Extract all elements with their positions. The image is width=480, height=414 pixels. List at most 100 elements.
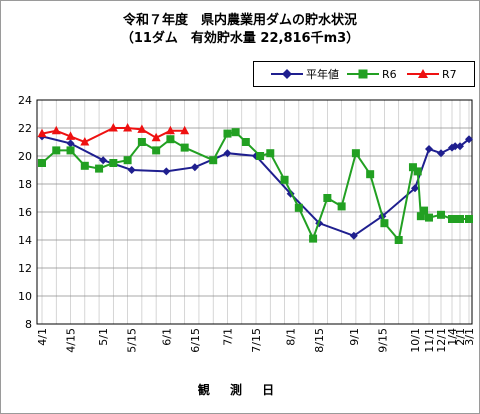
data-point: [425, 145, 433, 153]
data-point: [408, 163, 417, 172]
x-tick-label: 6/15: [189, 328, 202, 353]
data-point: [51, 125, 61, 135]
x-tick-label: 6/1: [160, 328, 173, 346]
data-point: [241, 138, 250, 146]
chart-subtitle: （11ダム 有効貯水量 22,816千m3）: [120, 31, 360, 46]
data-point: [309, 234, 318, 243]
x-tick-label: 5/15: [126, 328, 139, 353]
data-point: [66, 131, 76, 140]
legend-item-heinen: 平年値: [270, 62, 339, 86]
legend-item-r7: R7: [406, 62, 457, 86]
data-point: [266, 149, 275, 158]
data-point: [137, 124, 147, 133]
data-point: [151, 132, 161, 142]
data-point: [420, 206, 429, 215]
legend-marker-heinen: [271, 69, 303, 79]
data-point: [123, 156, 132, 165]
y-tick-label: 20: [18, 150, 32, 163]
x-tick-label: 9/15: [376, 328, 389, 353]
data-point: [456, 215, 464, 223]
y-tick-label: 24: [18, 94, 32, 107]
y-tick-label: 14: [18, 234, 32, 247]
data-point: [456, 142, 464, 151]
legend-marker-r7: [407, 69, 439, 78]
data-point: [411, 184, 419, 193]
data-point: [351, 149, 360, 158]
data-point: [165, 125, 175, 135]
y-tick-label: 18: [18, 178, 32, 191]
data-point: [127, 166, 136, 174]
x-tick-label: 8/15: [313, 328, 326, 353]
data-point: [180, 125, 190, 135]
x-tick-label: 10/1: [409, 328, 422, 353]
data-point: [95, 164, 104, 173]
legend-item-r6: R6: [346, 62, 397, 86]
y-tick-label: 16: [18, 206, 32, 219]
data-point: [231, 128, 240, 137]
series-line: [41, 127, 185, 144]
data-point: [349, 231, 358, 240]
legend-marker-r6: [347, 69, 379, 79]
data-point: [294, 203, 303, 212]
x-axis-title: 観 測 日: [197, 383, 283, 397]
data-point: [223, 129, 232, 138]
x-tick-label: 9/1: [348, 328, 361, 346]
x-tick-label: 7/15: [250, 328, 263, 353]
data-point: [280, 175, 289, 184]
legend-label-r6: R6: [382, 67, 397, 81]
data-point: [99, 156, 108, 165]
data-point: [465, 215, 473, 223]
data-point: [80, 137, 90, 146]
data-point: [209, 156, 218, 165]
data-point: [137, 138, 146, 146]
data-point: [380, 219, 389, 228]
chart-title: 令和７年度 県内農業用ダムの貯水状況: [122, 13, 357, 28]
data-point: [108, 123, 118, 132]
y-tick-label: 22: [18, 122, 32, 135]
data-point: [256, 152, 265, 160]
data-point: [413, 167, 422, 176]
data-point: [323, 194, 332, 202]
data-point: [190, 163, 199, 172]
data-point: [123, 123, 133, 132]
data-point: [437, 210, 445, 219]
data-point: [66, 146, 75, 155]
x-tick-label: 11/1: [423, 328, 436, 353]
plot-border: [36, 99, 473, 325]
legend-label-r7: R7: [442, 67, 457, 81]
data-point: [166, 135, 175, 144]
data-point: [109, 159, 118, 167]
data-point: [152, 146, 161, 155]
data-point: [66, 139, 75, 148]
y-tick-label: 10: [18, 290, 32, 303]
x-tick-label: 12/1: [435, 328, 448, 353]
data-point: [465, 135, 473, 144]
data-point: [180, 143, 189, 152]
data-point: [394, 236, 403, 244]
data-point: [451, 142, 460, 151]
data-point: [52, 146, 61, 155]
x-tick-label: 2/1: [454, 328, 467, 346]
x-tick-label: 4/1: [36, 328, 49, 346]
data-point: [80, 161, 89, 170]
data-point: [425, 213, 433, 222]
x-tick-label: 8/1: [285, 328, 298, 346]
x-tick-label: 4/15: [65, 328, 78, 353]
x-tick-label: 7/1: [221, 328, 234, 346]
x-tick-label: 5/1: [97, 328, 110, 346]
data-point: [337, 202, 346, 211]
data-point: [416, 212, 425, 221]
data-point: [37, 128, 47, 138]
legend-label-heinen: 平年値: [306, 68, 339, 81]
y-tick-label: 12: [18, 262, 32, 275]
data-point: [451, 215, 460, 223]
legend: 平年値 R6 R7: [253, 61, 475, 87]
data-point: [162, 167, 171, 176]
x-tick-label: 1/4: [446, 328, 459, 346]
x-tick-label: 3/1: [463, 328, 476, 346]
data-point: [223, 149, 232, 158]
data-point: [38, 159, 46, 167]
data-point: [437, 149, 445, 158]
y-tick-label: 8: [25, 318, 32, 331]
